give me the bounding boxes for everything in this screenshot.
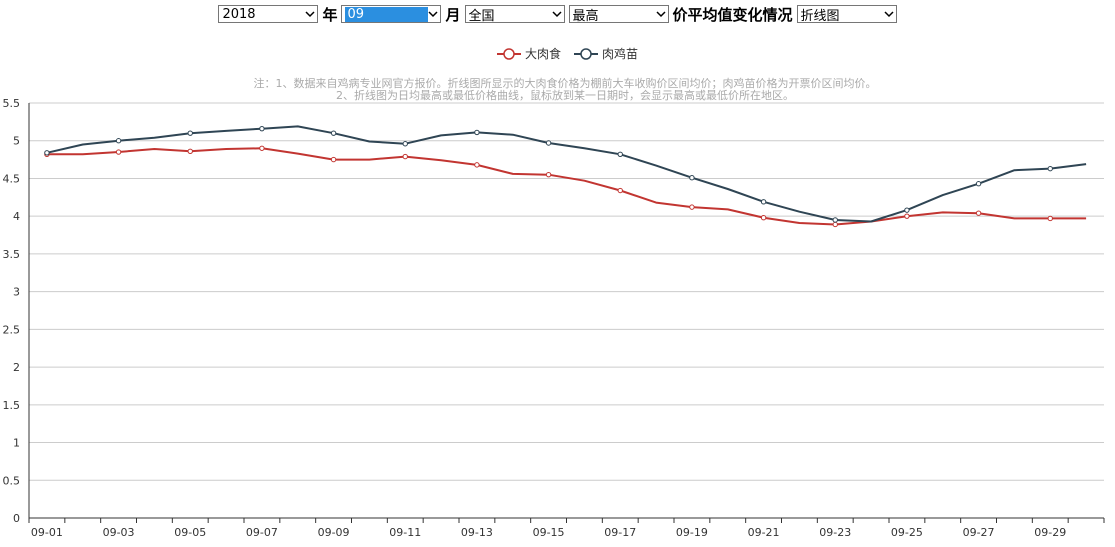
stat-select[interactable]: 最高 bbox=[568, 5, 669, 24]
month-select-value: 09 bbox=[345, 6, 429, 22]
chart-type-select-value: 折线图 bbox=[800, 8, 840, 24]
year-select[interactable]: 2018 bbox=[218, 5, 319, 23]
x-tick-label: 09-07 bbox=[246, 526, 278, 539]
series-layer bbox=[44, 125, 1087, 228]
data-point bbox=[760, 214, 767, 221]
data-point bbox=[545, 171, 552, 178]
month-select[interactable]: 09 bbox=[341, 5, 442, 23]
y-tick-label: 2 bbox=[13, 361, 20, 374]
chevron-down-icon bbox=[428, 11, 439, 18]
region-select-value: 全国 bbox=[468, 8, 495, 24]
y-tick-label: 1.5 bbox=[3, 399, 21, 412]
y-tick-label: 2.5 bbox=[3, 323, 21, 336]
data-point bbox=[904, 213, 910, 219]
legend-label: 肉鸡苗 bbox=[602, 46, 638, 61]
note-line: 2、折线图为日均最高或最低价格曲线，鼠标放到某一日期时，会显示最高或最低价所在地… bbox=[336, 88, 794, 102]
data-point bbox=[330, 130, 337, 136]
x-tick-label: 09-13 bbox=[461, 526, 493, 539]
y-tick-label: 0.5 bbox=[3, 474, 21, 487]
data-point bbox=[617, 187, 623, 194]
y-tick-label: 5 bbox=[13, 135, 20, 148]
series-1 bbox=[44, 145, 1087, 228]
x-tick-label: 09-23 bbox=[819, 526, 851, 539]
data-point bbox=[689, 204, 695, 210]
y-tick-label: 0 bbox=[13, 512, 20, 525]
x-tick-label: 09-27 bbox=[963, 526, 995, 539]
x-tick-label: 09-11 bbox=[389, 526, 421, 539]
month-suffix: 月 bbox=[445, 5, 461, 24]
y-tick-label: 1 bbox=[13, 437, 20, 450]
year-suffix: 年 bbox=[322, 5, 338, 24]
data-point bbox=[115, 149, 122, 155]
stat-select-value: 最高 bbox=[572, 8, 599, 24]
data-point bbox=[44, 150, 50, 156]
x-tick-label: 09-17 bbox=[604, 526, 636, 539]
chevron-down-icon bbox=[551, 11, 562, 18]
data-point bbox=[187, 130, 193, 136]
x-tick-label: 09-03 bbox=[103, 526, 135, 539]
legend-swatch-marker bbox=[503, 48, 515, 60]
data-point bbox=[1047, 215, 1053, 222]
year-select-value: 2018 bbox=[222, 6, 256, 22]
x-axis: 09-01 09-03 09-05 09-07 09-09 09-11 09-13 09-15… bbox=[28, 517, 1105, 539]
legend-item: 大肉食 bbox=[497, 46, 561, 61]
data-point bbox=[259, 125, 265, 132]
x-tick-label: 09-29 bbox=[1034, 526, 1066, 539]
series-line bbox=[46, 147, 1087, 226]
data-point bbox=[330, 156, 337, 163]
legend: 大肉食 肉鸡苗 bbox=[497, 46, 638, 61]
y-tick-label: 5.5 bbox=[3, 97, 21, 110]
x-tick-label: 09-01 bbox=[31, 526, 63, 539]
legend-swatch-marker bbox=[580, 48, 592, 60]
legend-item: 肉鸡苗 bbox=[574, 46, 638, 61]
y-tick-label: 3.5 bbox=[3, 248, 21, 261]
page-title: 价平均值变化情况 bbox=[672, 5, 793, 24]
chevron-down-icon bbox=[305, 11, 315, 18]
data-point bbox=[832, 221, 838, 228]
data-point bbox=[402, 153, 408, 160]
data-point bbox=[474, 162, 480, 168]
legend-label: 大肉食 bbox=[525, 46, 561, 61]
series-line bbox=[46, 125, 1087, 223]
y-tick-label: 4 bbox=[13, 210, 20, 223]
region-select[interactable]: 全国 bbox=[464, 5, 565, 24]
data-point bbox=[760, 199, 767, 205]
chart-note: 注：1、数据来自鸡病专业网官方报价。折线图所显示的大肉食价格为棚前大车收购价区间… bbox=[254, 76, 877, 102]
chart-type-select[interactable]: 折线图 bbox=[796, 5, 897, 24]
x-tick-label: 09-21 bbox=[748, 526, 780, 539]
note-line: 注：1、数据来自鸡病专业网官方报价。折线图所显示的大肉食价格为棚前大车收购价区间… bbox=[254, 76, 877, 90]
chevron-down-icon bbox=[883, 11, 894, 18]
x-tick-label: 09-25 bbox=[891, 526, 923, 539]
data-point bbox=[402, 141, 408, 147]
data-point bbox=[689, 175, 695, 181]
data-point bbox=[115, 138, 122, 144]
chevron-down-icon bbox=[655, 11, 666, 18]
grid bbox=[29, 102, 1104, 481]
x-tick-label: 09-09 bbox=[318, 526, 350, 539]
data-point bbox=[975, 181, 982, 187]
x-tick-label: 09-19 bbox=[676, 526, 708, 539]
data-point bbox=[474, 129, 480, 136]
x-tick-label: 09-15 bbox=[533, 526, 565, 539]
data-point bbox=[904, 207, 910, 213]
data-point bbox=[832, 217, 838, 223]
x-tick-label: 09-05 bbox=[174, 526, 206, 539]
data-point bbox=[259, 145, 265, 151]
y-tick-label: 4.5 bbox=[3, 172, 21, 185]
series-2 bbox=[44, 125, 1087, 223]
y-tick-label: 3 bbox=[13, 286, 20, 299]
data-point bbox=[975, 210, 982, 216]
data-point bbox=[1047, 165, 1053, 172]
data-point bbox=[617, 151, 623, 158]
filter-toolbar: 2018 年 09 月 全国 最高 价平均值变化情况 折线图 bbox=[0, 3, 1115, 25]
data-point bbox=[545, 140, 552, 146]
data-point bbox=[187, 148, 193, 154]
y-axis: 0 0.5 1 1.5 2 2.5 3 3.5 4 4.5 5 5.5 bbox=[3, 97, 30, 525]
